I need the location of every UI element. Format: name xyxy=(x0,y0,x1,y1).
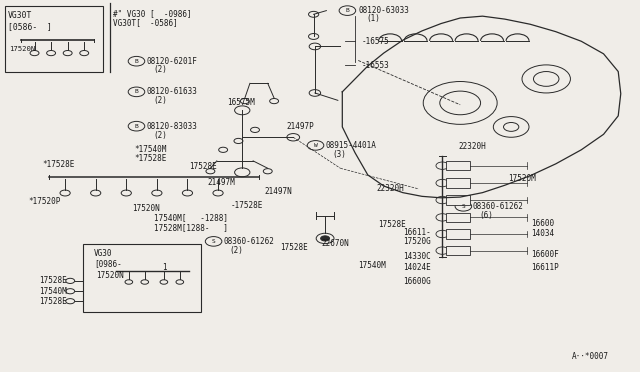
Text: 21497N: 21497N xyxy=(264,187,292,196)
Circle shape xyxy=(307,141,324,150)
Text: [0586-  ]: [0586- ] xyxy=(8,22,52,31)
Text: (2): (2) xyxy=(153,65,167,74)
Text: 17528E: 17528E xyxy=(189,162,217,171)
Text: 21497P: 21497P xyxy=(287,122,315,131)
Text: 14024E: 14024E xyxy=(403,263,431,272)
Text: -16575: -16575 xyxy=(362,37,389,46)
Text: (6): (6) xyxy=(479,211,493,220)
Text: 08120-6201F: 08120-6201F xyxy=(147,57,198,66)
Text: (2): (2) xyxy=(153,96,167,105)
Bar xyxy=(445,229,470,239)
Text: 17528E: 17528E xyxy=(40,276,67,285)
Text: (2): (2) xyxy=(153,131,167,140)
Text: 08360-61262: 08360-61262 xyxy=(473,202,524,211)
Circle shape xyxy=(205,237,222,246)
Text: VG30T[  -0586]: VG30T[ -0586] xyxy=(113,18,178,27)
Text: 16600: 16600 xyxy=(532,219,555,228)
Circle shape xyxy=(128,57,145,66)
Text: 08120-63033: 08120-63033 xyxy=(358,6,409,15)
Text: *17520P: *17520P xyxy=(29,197,61,206)
Text: *17528E: *17528E xyxy=(43,160,75,169)
Text: 22670N: 22670N xyxy=(321,239,349,248)
Text: (2): (2) xyxy=(230,246,243,255)
Bar xyxy=(445,246,470,256)
Circle shape xyxy=(128,87,145,97)
Circle shape xyxy=(339,6,356,15)
Text: -16553: -16553 xyxy=(362,61,389,70)
Text: 17520N: 17520N xyxy=(132,204,160,214)
Bar xyxy=(445,212,470,222)
Text: 08120-61633: 08120-61633 xyxy=(147,87,198,96)
Bar xyxy=(445,161,470,170)
Text: 17540M: 17540M xyxy=(40,287,67,296)
Text: *17540M: *17540M xyxy=(134,145,166,154)
Text: S: S xyxy=(212,239,216,244)
Text: 17528E: 17528E xyxy=(379,220,406,229)
Circle shape xyxy=(128,121,145,131)
Text: 17528E: 17528E xyxy=(40,297,67,306)
Text: 17520M: 17520M xyxy=(508,174,536,183)
Bar xyxy=(445,195,470,205)
Text: 21497M: 21497M xyxy=(207,178,235,187)
Text: *17528E: *17528E xyxy=(134,154,166,163)
Circle shape xyxy=(321,236,330,241)
Text: B: B xyxy=(134,124,138,129)
Text: 17540M: 17540M xyxy=(358,261,386,270)
Text: 17528M[1288-   ]: 17528M[1288- ] xyxy=(154,223,228,232)
Text: #" VG30 [  -0986]: #" VG30 [ -0986] xyxy=(113,9,191,18)
Text: (3): (3) xyxy=(333,150,347,159)
Text: B: B xyxy=(134,89,138,94)
Text: 14330C: 14330C xyxy=(403,252,431,262)
Text: 17528E: 17528E xyxy=(280,243,308,252)
Text: 08915-4401A: 08915-4401A xyxy=(325,141,376,150)
Bar xyxy=(4,6,103,71)
Text: 08120-83033: 08120-83033 xyxy=(147,122,198,131)
Text: 08360-61262: 08360-61262 xyxy=(223,237,274,246)
Text: 17540M[   -1288]: 17540M[ -1288] xyxy=(154,214,228,222)
Text: VG30: VG30 xyxy=(94,249,112,258)
Text: 1: 1 xyxy=(163,263,167,272)
Text: 16600G: 16600G xyxy=(403,278,431,286)
Text: B: B xyxy=(346,8,349,13)
Text: 16575M: 16575M xyxy=(228,99,255,108)
Text: 16600F: 16600F xyxy=(532,250,559,259)
Bar xyxy=(83,244,201,312)
Text: (1): (1) xyxy=(366,14,380,23)
Text: W: W xyxy=(314,143,317,148)
Text: [0986-: [0986- xyxy=(94,259,122,268)
Text: 17520G: 17520G xyxy=(403,237,431,246)
Text: 22320H: 22320H xyxy=(376,185,404,193)
Text: VG30T: VG30T xyxy=(8,11,32,20)
Text: 17520N: 17520N xyxy=(9,46,35,52)
Text: 16611-: 16611- xyxy=(403,228,431,237)
Text: 22320H: 22320H xyxy=(459,142,486,151)
Text: A··*0007: A··*0007 xyxy=(572,352,609,361)
Text: 17520N: 17520N xyxy=(96,271,124,280)
Text: S: S xyxy=(461,204,465,209)
Bar xyxy=(445,178,470,188)
Text: 16611P: 16611P xyxy=(532,263,559,272)
Circle shape xyxy=(455,202,472,211)
Text: 14034: 14034 xyxy=(532,230,555,238)
Text: B: B xyxy=(134,59,138,64)
Text: -17528E: -17528E xyxy=(231,201,263,210)
